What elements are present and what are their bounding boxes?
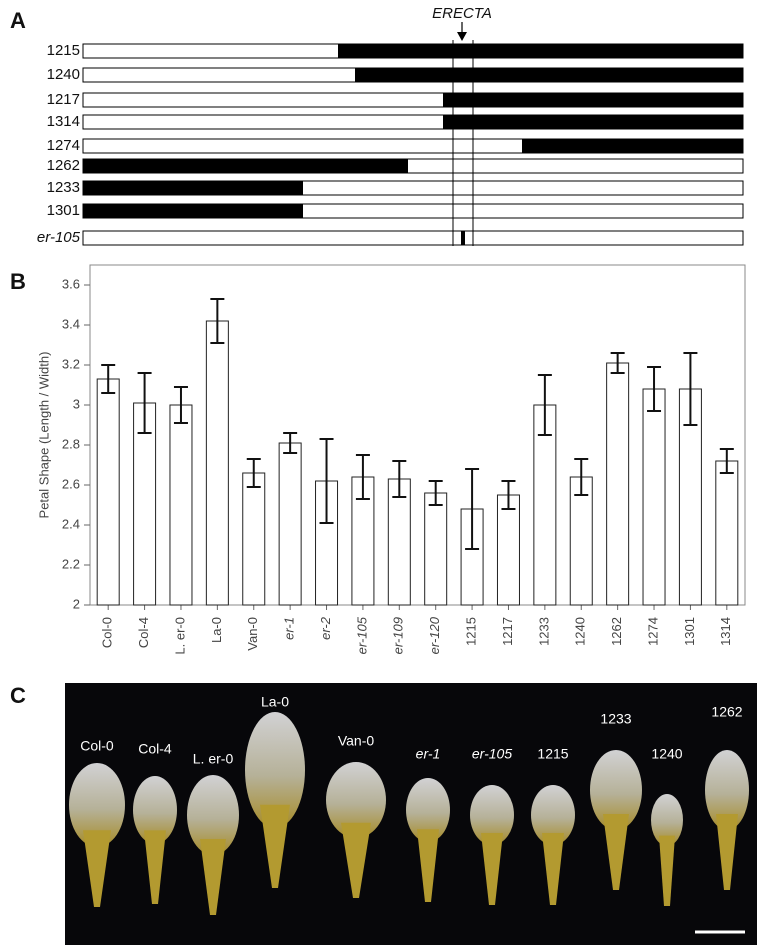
introgression	[443, 93, 743, 107]
introgression	[338, 44, 743, 58]
y-tick-label: 2.8	[62, 436, 80, 451]
introgression	[83, 204, 303, 218]
row-label: er-105	[37, 229, 81, 246]
y-tick-label: 2.2	[62, 556, 80, 571]
petal-label: L. er-0	[193, 751, 234, 767]
y-axis-label: Petal Shape (Length / Width)	[36, 352, 51, 519]
petal-claw	[341, 822, 371, 898]
y-tick-label: 2.6	[62, 476, 80, 491]
petal-claw	[144, 830, 166, 904]
petal-label: er-1	[416, 746, 441, 762]
introgression	[443, 115, 743, 129]
row-label: 1274	[47, 137, 80, 154]
arrow-head	[457, 32, 467, 41]
petal-claw	[260, 804, 290, 888]
petal-claw	[481, 833, 503, 905]
petal-label: Col-0	[80, 738, 114, 754]
x-tick-label: 1217	[500, 617, 515, 646]
introgression	[83, 181, 303, 195]
chromosome-bar	[82, 230, 744, 246]
petal-blade	[69, 763, 125, 847]
introgression	[522, 139, 743, 153]
petal-label: Van-0	[338, 733, 375, 749]
bar	[715, 460, 739, 606]
y-tick-label: 3.2	[62, 356, 80, 371]
petal-label: La-0	[261, 694, 289, 710]
x-tick-label: 1240	[573, 617, 588, 646]
x-tick-label: 1233	[536, 617, 551, 646]
x-tick-label: er-105	[354, 616, 369, 654]
petal-blade	[187, 775, 239, 855]
y-tick-label: 2	[73, 596, 80, 611]
petal-blade	[651, 794, 683, 846]
petal-blade	[245, 712, 305, 828]
bar	[606, 362, 630, 606]
petal-label: 1240	[651, 746, 682, 762]
bar	[169, 404, 193, 606]
petal-label: 1262	[711, 704, 742, 720]
row-label: 1217	[47, 91, 80, 108]
introgression	[83, 159, 408, 173]
y-tick-label: 3	[73, 396, 80, 411]
petal-blade	[133, 776, 177, 844]
x-tick-label: er-1	[282, 617, 297, 640]
petal-blade	[531, 785, 575, 845]
petal-claw	[542, 833, 564, 905]
x-tick-label: er-109	[391, 617, 406, 654]
petal-blade	[705, 750, 749, 830]
petal-label: 1215	[537, 746, 568, 762]
panel-label: C	[10, 683, 26, 708]
x-tick-label: 1314	[718, 617, 733, 646]
petal-claw	[659, 835, 675, 906]
bar	[96, 378, 120, 606]
x-tick-label: er-2	[318, 616, 333, 640]
petal-blade	[590, 750, 642, 830]
x-tick-label: 1274	[645, 617, 660, 646]
bar	[424, 492, 448, 606]
petal-blade	[406, 778, 450, 842]
x-tick-label: 1301	[682, 617, 697, 646]
row-label: 1314	[47, 113, 80, 130]
petal-label: 1233	[600, 711, 631, 727]
petal-claw	[603, 814, 629, 890]
row-label: 1233	[47, 179, 80, 196]
bar	[569, 476, 593, 606]
bar	[642, 388, 666, 606]
panel-label: A	[10, 8, 26, 33]
x-tick-label: L. er-0	[172, 617, 187, 655]
petal-blade	[326, 762, 386, 838]
x-tick-label: Van-0	[245, 617, 260, 651]
bar	[278, 442, 302, 606]
bar	[205, 320, 229, 606]
row-label: 1215	[47, 42, 80, 59]
x-tick-label: er-120	[427, 616, 442, 654]
petal-claw	[83, 830, 111, 907]
petal-label: Col-4	[138, 741, 172, 757]
row-label: 1262	[47, 157, 80, 174]
gene-label: ERECTA	[432, 5, 492, 22]
petal-label: er-105	[472, 746, 512, 762]
petal-claw	[417, 829, 439, 902]
row-label: 1240	[47, 66, 80, 83]
x-tick-label: Col-4	[136, 617, 151, 648]
introgression	[461, 231, 465, 245]
petal-claw	[716, 814, 738, 890]
panel-label: B	[10, 269, 26, 294]
petal-blade	[470, 785, 514, 845]
x-tick-label: Col-0	[100, 617, 115, 648]
x-tick-label: 1262	[609, 617, 624, 646]
y-tick-label: 3.4	[62, 316, 80, 331]
x-tick-label: La-0	[209, 617, 224, 643]
y-tick-label: 2.4	[62, 516, 80, 531]
row-label: 1301	[47, 202, 80, 219]
y-tick-label: 3.6	[62, 276, 80, 291]
introgression	[355, 68, 743, 82]
petal-claw	[200, 839, 226, 915]
x-tick-label: 1215	[464, 617, 479, 646]
bar	[496, 494, 520, 606]
plot-frame	[89, 264, 746, 606]
bar	[242, 472, 266, 606]
